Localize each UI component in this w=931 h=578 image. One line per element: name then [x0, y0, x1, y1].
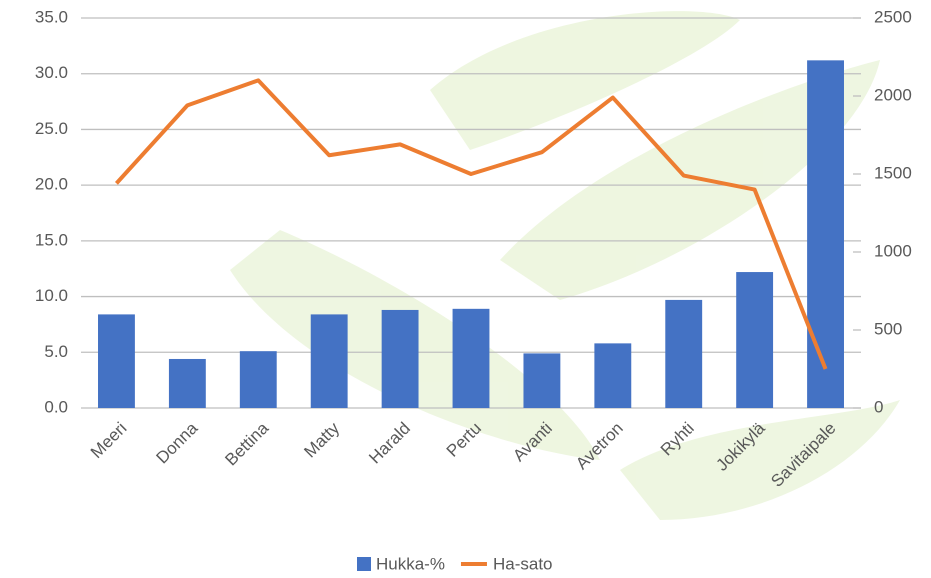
x-tick-label: Bettina: [221, 418, 272, 469]
bar: [381, 309, 419, 408]
bar: [807, 60, 844, 408]
leaf: [430, 11, 740, 151]
x-tick-label: Matty: [300, 418, 343, 461]
bar: [310, 314, 348, 408]
y2-tick-label: 2500: [874, 7, 912, 26]
y2-tick-label: 0: [874, 397, 883, 416]
bar: [239, 351, 277, 408]
legend-label: Ha-sato: [493, 554, 553, 573]
bar: [736, 272, 774, 408]
y-tick-label: 30.0: [35, 63, 68, 82]
y-tick-label: 20.0: [35, 175, 68, 194]
leaf: [620, 400, 900, 520]
y2-tick-label: 500: [874, 319, 902, 338]
y-tick-label: 25.0: [35, 119, 68, 138]
bar: [665, 299, 703, 408]
bar: [168, 358, 206, 408]
bar: [523, 353, 561, 408]
x-tick-label: Harald: [365, 419, 414, 468]
leaf: [500, 60, 880, 300]
x-tick-label: Meeri: [87, 419, 130, 462]
y-tick-label: 15.0: [35, 230, 68, 249]
y-tick-label: 35.0: [35, 7, 68, 26]
bar: [594, 343, 632, 408]
y-tick-label: 0.0: [44, 397, 68, 416]
legend-label: Hukka-%: [376, 554, 445, 573]
y2-tick-label: 1500: [874, 163, 912, 182]
x-tick-label: Donna: [152, 418, 201, 467]
y2-tick-label: 1000: [874, 241, 912, 260]
line: [114, 78, 828, 370]
y-tick-label: 10.0: [35, 286, 68, 305]
y-tick-label: 5.0: [44, 342, 68, 361]
bar: [452, 308, 490, 408]
y2-tick-label: 2000: [874, 85, 912, 104]
legend-swatch: [357, 557, 371, 571]
bar: [98, 314, 135, 408]
